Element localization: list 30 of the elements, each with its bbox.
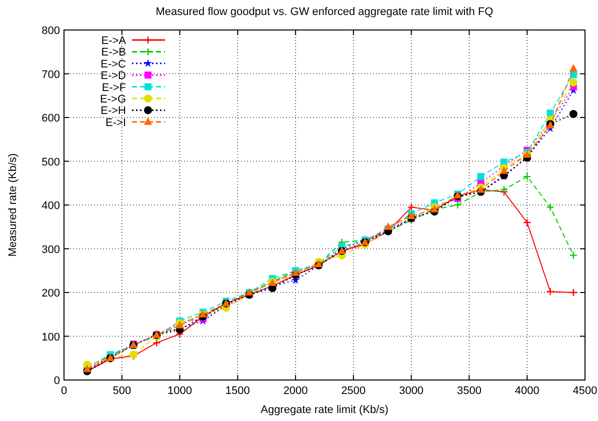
x-tick-label: 4500	[572, 385, 598, 397]
y-tick-label: 600	[42, 112, 60, 124]
x-tick-label: 3000	[399, 385, 424, 397]
legend-label: E->I	[106, 116, 126, 129]
x-tick-label: 2500	[341, 385, 366, 397]
legend-label: E->G	[100, 94, 126, 106]
legend-label: E->B	[101, 46, 126, 59]
x-tick-label: 1500	[225, 385, 250, 397]
y-tick-label: 0	[54, 375, 60, 387]
y-tick-label: 200	[42, 288, 60, 300]
legend-label: E->H	[100, 105, 126, 118]
y-tick-label: 300	[42, 244, 60, 256]
legend-label: E->A	[101, 35, 127, 47]
y-tick-label: 700	[42, 68, 60, 81]
y-axis-title: Measured rate (Kb/s)	[7, 153, 19, 257]
x-tick-label: 500	[112, 385, 132, 397]
x-tick-label: 2000	[283, 385, 308, 397]
legend-label: E->F	[102, 82, 126, 94]
x-tick-label: 3500	[456, 385, 482, 397]
y-tick-label: 400	[42, 200, 60, 212]
legend-label: E->D	[100, 70, 126, 82]
chart-title: Measured flow goodput vs. GW enforced aggregate rate limit with FQ	[156, 6, 494, 18]
legend-label: E->C	[100, 58, 126, 70]
x-tick-label: 1000	[168, 385, 192, 397]
y-tick-label: 800	[42, 25, 60, 37]
x-axis-title: Aggregate rate limit (Kb/s)	[260, 404, 388, 416]
y-tick-label: 500	[42, 156, 60, 168]
y-tick-label: 100	[42, 331, 60, 344]
x-tick-label: 4000	[514, 385, 540, 397]
x-tick-label: 0	[60, 385, 68, 397]
